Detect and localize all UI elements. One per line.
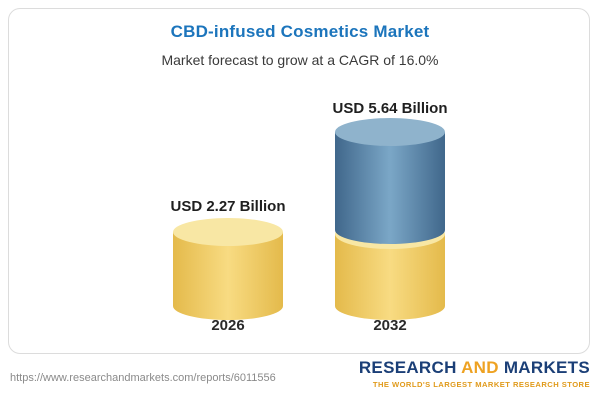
- category-label-2032: 2032: [373, 317, 407, 334]
- cylinder-bar-chart: [173, 118, 445, 320]
- chart-subtitle: Market forecast to grow at a CAGR of 16.…: [161, 52, 439, 68]
- chart-title: CBD-infused Cosmetics Market: [170, 22, 430, 41]
- bar-2032-cylinder: [335, 118, 445, 320]
- chart-card: [8, 8, 590, 354]
- research-and-markets-logo: RESEARCH AND MARKETS THE WORLD'S LARGEST…: [359, 358, 590, 389]
- logo-tagline: THE WORLD'S LARGEST MARKET RESEARCH STOR…: [372, 380, 590, 389]
- logo-word-markets: MARKETS: [503, 358, 590, 377]
- bar-2026-cylinder: [173, 218, 283, 320]
- report-url: https://www.researchandmarkets.com/repor…: [10, 372, 276, 384]
- value-label-2032: USD 5.64 Billion: [332, 100, 448, 117]
- value-label-2026: USD 2.27 Billion: [170, 198, 286, 215]
- category-label-2026: 2026: [211, 317, 245, 334]
- logo-word-and: AND: [461, 358, 499, 377]
- bar-2032-top-segment: [335, 118, 445, 244]
- logo-word-research: RESEARCH: [358, 358, 457, 377]
- logo-wordmark: RESEARCH AND MARKETS: [359, 358, 590, 378]
